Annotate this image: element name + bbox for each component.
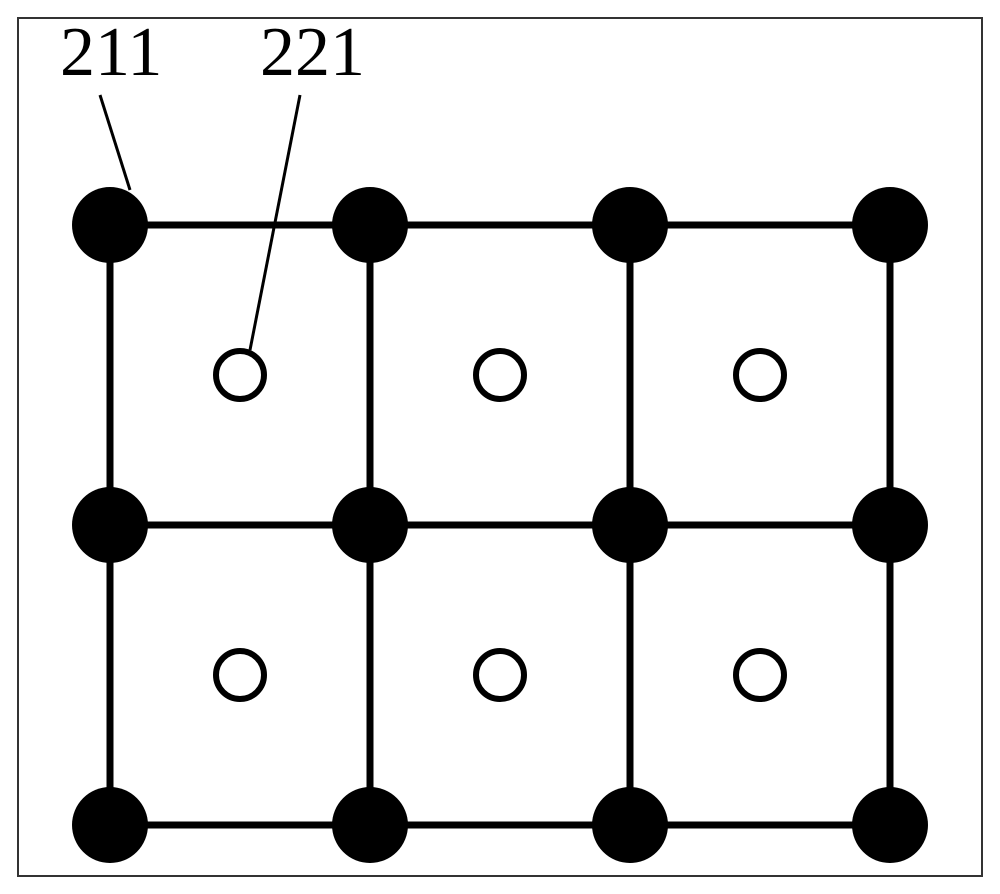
node-filled [592,487,668,563]
node-filled [332,187,408,263]
node-open [216,651,264,699]
node-open [216,351,264,399]
node-open [736,351,784,399]
node-open [476,651,524,699]
node-filled [72,187,148,263]
node-filled [852,187,928,263]
node-filled [852,487,928,563]
node-filled [332,487,408,563]
canvas-bg [0,0,1000,894]
node-filled [852,787,928,863]
node-filled [72,487,148,563]
node-filled [592,187,668,263]
node-open [476,351,524,399]
label-open-node: 221 [260,14,365,91]
node-filled [72,787,148,863]
label-filled-node: 211 [60,14,162,91]
node-filled [592,787,668,863]
node-filled [332,787,408,863]
node-open [736,651,784,699]
